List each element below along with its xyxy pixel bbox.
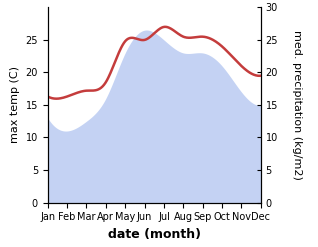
Y-axis label: med. precipitation (kg/m2): med. precipitation (kg/m2)	[292, 30, 302, 180]
Y-axis label: max temp (C): max temp (C)	[10, 66, 20, 144]
X-axis label: date (month): date (month)	[108, 228, 201, 241]
